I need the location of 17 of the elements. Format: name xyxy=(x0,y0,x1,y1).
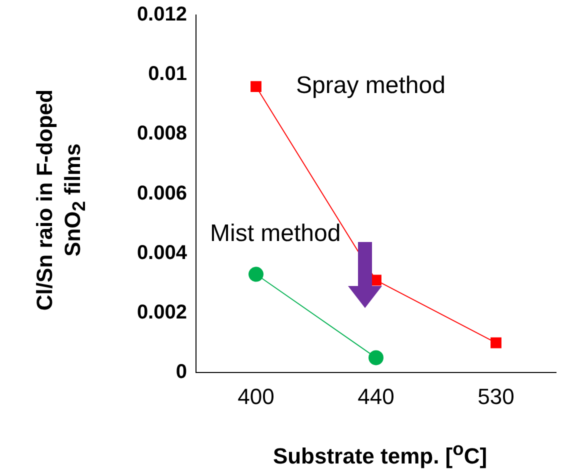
y-tick-label: 0.006 xyxy=(136,182,187,204)
x-axis-title: Substrate temp. [$^{o}$C] xyxy=(272,438,488,470)
point xyxy=(368,350,384,366)
series-label: Mist method xyxy=(210,220,341,247)
x-tick-label: 440 xyxy=(358,384,394,409)
point xyxy=(248,266,264,282)
y-tick-label: 0.008 xyxy=(136,122,187,145)
series-label: Spray method xyxy=(296,72,446,100)
y-tick-label: 0 xyxy=(176,361,187,384)
y-tick-label: 0.002 xyxy=(136,302,187,324)
point xyxy=(490,337,502,348)
point xyxy=(250,81,262,92)
y-tick-label: 0.012 xyxy=(136,4,187,26)
y-tick-label: 0.004 xyxy=(136,242,188,264)
x-tick-label: 400 xyxy=(238,384,274,409)
y-tick-label: 0.01 xyxy=(148,63,187,86)
x-tick-label: 530 xyxy=(478,384,514,409)
